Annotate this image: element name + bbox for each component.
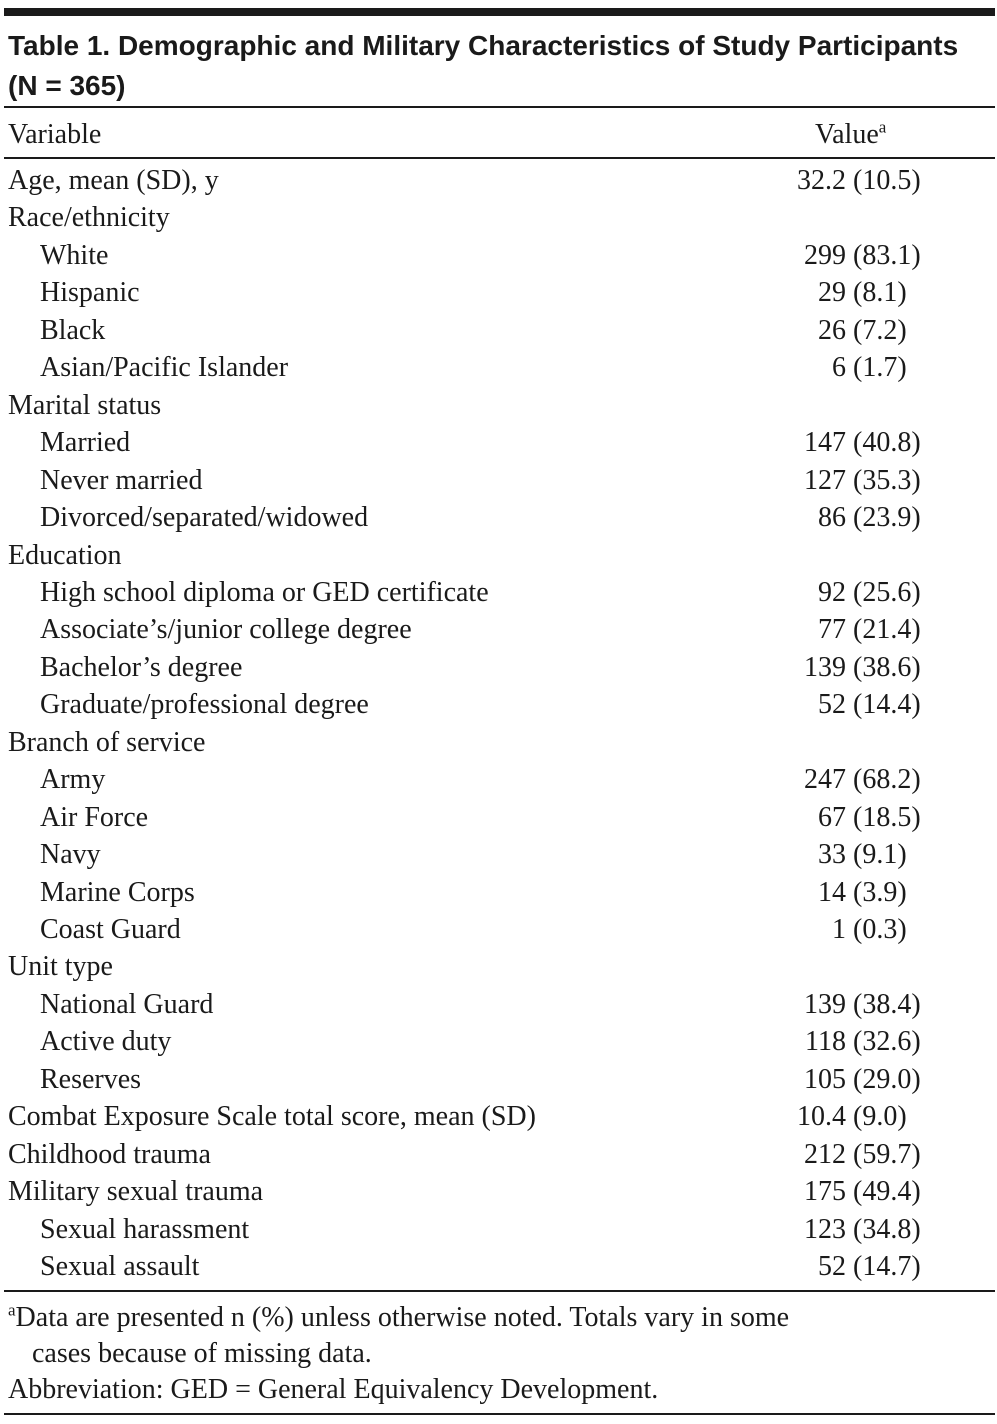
cell-value: 123 (34.8) [804,1213,921,1245]
rule [4,157,995,159]
column-header: Variable [8,119,102,150]
row-label: Divorced/separated/widowed [40,502,369,534]
row-label: High school diploma or GED certificate [40,576,489,608]
cell-value: 105 (29.0) [804,1063,921,1095]
row-label: Graduate/professional degree [40,689,369,721]
row-label: Associate’s/junior college degree [40,614,412,646]
footnote-text: Data are presented n (%) unless otherwis… [15,1302,790,1333]
row-label: Education [8,539,122,571]
cell-value: 86 (23.9) [818,502,921,534]
row-label: Sexual harassment [40,1213,250,1245]
bottom-rule [4,1413,995,1415]
cell-value: 77 (21.4) [818,614,921,646]
cell-value: 10.4 (9.0) [797,1101,907,1133]
row-label: Coast Guard [40,914,181,945]
cell-value: 26 (7.2) [818,314,907,346]
row-label: Bachelor’s degree [40,651,243,683]
row-label: Air Force [40,801,149,833]
row-label: Childhood trauma [8,1138,211,1170]
cell-value: 299 (83.1) [804,239,921,271]
cell-value: 52 (14.4) [818,689,921,721]
cell-value: 212 (59.7) [804,1138,921,1170]
row-label: Never married [40,464,203,496]
row-label: White [40,239,109,271]
footnote-text: cases because of missing data. [32,1338,372,1369]
cell-value: 118 (32.6) [805,1026,921,1058]
row-label: Branch of service [8,726,206,758]
top-rule [4,8,995,16]
rule [4,1290,995,1292]
cell-value: 147 (40.8) [804,427,921,459]
footnote: cases because of missing data. [32,1336,372,1372]
cell-value: 247 (68.2) [804,764,921,796]
footnote-text: Abbreviation: GED = General Equivalency … [8,1374,659,1405]
cell-value: 67 (18.5) [818,801,921,833]
row-label: Race/ethnicity [8,202,170,234]
row-label: Sexual assault [40,1251,200,1283]
row-label: Navy [40,839,101,871]
row-label: Combat Exposure Scale total score, mean … [8,1101,536,1133]
row-label: Marine Corps [40,876,195,908]
row-label: Black [40,314,106,346]
row-label: Army [40,764,106,796]
table-title: Table 1. Demographic and Military Charac… [8,30,959,101]
cell-value: 139 (38.4) [804,988,921,1020]
cell-value: 127 (35.3) [804,464,921,496]
cell-value: 6 (1.7) [832,352,907,384]
row-label: Unit type [8,951,113,983]
cell-value: 33 (9.1) [818,839,907,871]
row-label: Hispanic [40,277,140,309]
row-label: Married [40,427,131,459]
footnote: aData are presented n (%) unless otherwi… [8,1300,789,1336]
footnote-marker: a [878,117,887,137]
cell-value: 14 (3.9) [818,876,907,908]
cell-value: 175 (49.4) [804,1176,921,1208]
column-header-text: Value [815,119,879,150]
cell-value: 92 (25.6) [818,576,921,608]
footnote: Abbreviation: GED = General Equivalency … [8,1372,658,1408]
cell-value: 1 (0.3) [832,914,907,945]
row-label: Asian/Pacific Islander [40,352,289,384]
cell-value: 139 (38.6) [804,651,921,683]
row-label: Active duty [40,1026,172,1058]
cell-value: 32.2 (10.5) [797,165,921,196]
footnote-marker: a [8,1300,16,1320]
rule [4,106,995,108]
row-label: Reserves [40,1063,142,1095]
row-label: National Guard [40,988,214,1020]
cell-value: 52 (14.7) [818,1251,921,1283]
row-label: Military sexual trauma [8,1176,264,1208]
column-header: Valuea [815,117,886,153]
row-label: Marital status [8,389,162,421]
cell-value: 29 (8.1) [818,277,907,309]
row-label: Age, mean (SD), y [8,165,219,196]
